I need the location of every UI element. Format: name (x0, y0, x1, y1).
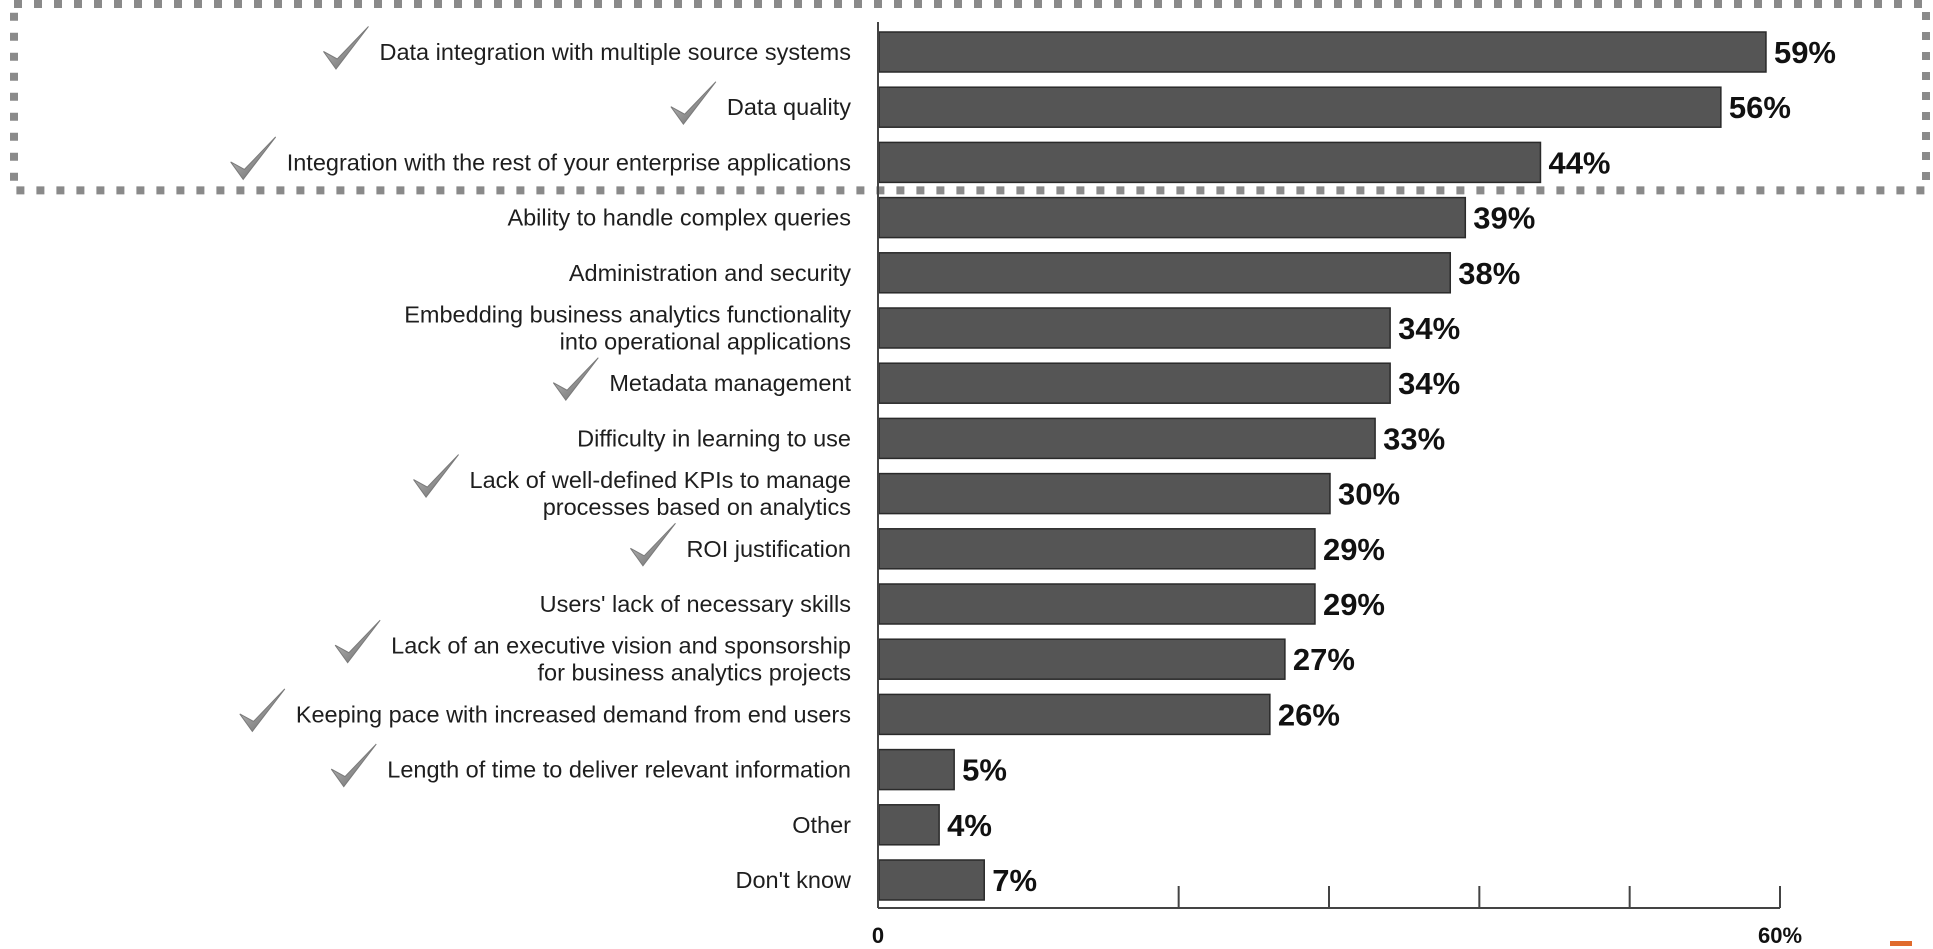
bar (878, 804, 940, 846)
category-label: Data integration with multiple source sy… (379, 39, 851, 65)
value-label: 33% (1383, 421, 1445, 456)
checkmark-icon (630, 522, 676, 567)
bar (878, 307, 1391, 349)
category-label: Keeping pace with increased demand from … (296, 701, 851, 727)
value-label: 4% (947, 808, 992, 843)
checkmark-icon (413, 454, 459, 498)
value-label: 44% (1548, 145, 1610, 180)
category-label: Data quality (727, 94, 851, 120)
category-label: Users' lack of necessary skills (540, 591, 851, 617)
x-axis: 0 60% (872, 22, 1802, 948)
bar (878, 638, 1286, 680)
x-tick-label: 0 (872, 923, 884, 948)
value-label: 56% (1729, 90, 1791, 125)
bar (878, 141, 1542, 184)
value-label: 29% (1323, 532, 1385, 567)
category-label: Integration with the rest of your enterp… (287, 149, 851, 175)
value-label: 29% (1323, 587, 1385, 622)
checkmark-icon (670, 81, 717, 126)
bar (878, 693, 1271, 736)
value-label: 34% (1398, 311, 1460, 346)
value-label: 30% (1338, 477, 1400, 512)
value-label: 59% (1774, 35, 1836, 70)
checkmark-icon (552, 357, 599, 402)
bar (878, 252, 1452, 294)
category-label: Lack of an executive vision and sponsors… (391, 633, 851, 659)
category-label: ROI justification (686, 536, 851, 562)
value-label: 26% (1278, 697, 1340, 732)
checkmarks-layer (230, 26, 717, 788)
value-label: 39% (1473, 201, 1535, 236)
bar (878, 472, 1331, 515)
value-label: 5% (962, 753, 1007, 788)
bar (878, 417, 1376, 460)
value-label: 34% (1398, 366, 1460, 401)
value-label: 7% (992, 863, 1037, 898)
category-label: Ability to handle complex queries (507, 205, 851, 231)
bars-layer (878, 31, 1767, 901)
corner-accent-mark (1890, 941, 1912, 946)
bar (878, 362, 1391, 404)
category-label: processes based on analytics (543, 494, 851, 520)
category-label: into operational applications (560, 329, 851, 355)
highlight-box-layer (10, 0, 1930, 195)
value-labels-layer: 59% 56% 44% 39% 38% 34% 34% 33% 30% 29% 29% 27% 26% 5… (947, 35, 1836, 898)
category-label: Administration and security (569, 260, 851, 286)
category-label: for business analytics projects (538, 660, 851, 686)
category-labels-layer: Data integration with multiple source sy… (287, 39, 852, 893)
bar (878, 748, 955, 791)
category-label: Metadata management (609, 370, 851, 396)
checkmark-icon (323, 26, 369, 70)
highlight-box (10, 0, 1930, 195)
category-label: Difficulty in learning to use (577, 425, 851, 451)
category-label: Lack of well-defined KPIs to manage (470, 467, 851, 493)
value-label: 27% (1293, 642, 1355, 677)
category-label: Don't know (735, 867, 852, 893)
bar (878, 528, 1316, 570)
x-tick-label: 60% (1758, 923, 1802, 948)
category-label: Length of time to deliver relevant infor… (387, 757, 851, 783)
bar (878, 31, 1767, 73)
checkmark-icon (239, 688, 286, 733)
bar (878, 859, 985, 901)
value-label: 38% (1458, 256, 1520, 291)
checkmark-icon (330, 743, 377, 788)
checkmark-icon (230, 136, 277, 181)
bar (878, 196, 1467, 239)
checkmark-icon (334, 619, 381, 664)
bar (878, 86, 1722, 128)
category-label: Embedding business analytics functionali… (404, 302, 851, 328)
bar (878, 583, 1316, 625)
category-label: Other (792, 812, 851, 838)
